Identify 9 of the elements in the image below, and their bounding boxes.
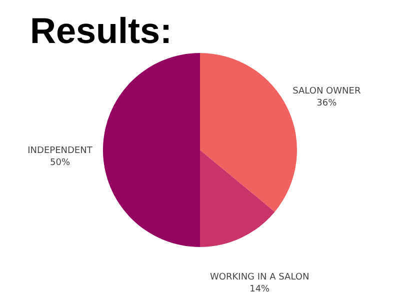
data-label: 50% xyxy=(50,158,70,168)
slice-label: SALON OWNER xyxy=(292,86,361,96)
data-label: 36% xyxy=(316,98,338,108)
chart-title: Results: xyxy=(30,10,172,51)
pie-slice xyxy=(200,150,275,247)
pie-slice xyxy=(103,53,200,247)
slice-label: WORKING IN A SALON xyxy=(210,272,310,283)
data-label: 14% xyxy=(250,284,270,295)
slice-label: INDEPENDENT xyxy=(28,146,93,156)
